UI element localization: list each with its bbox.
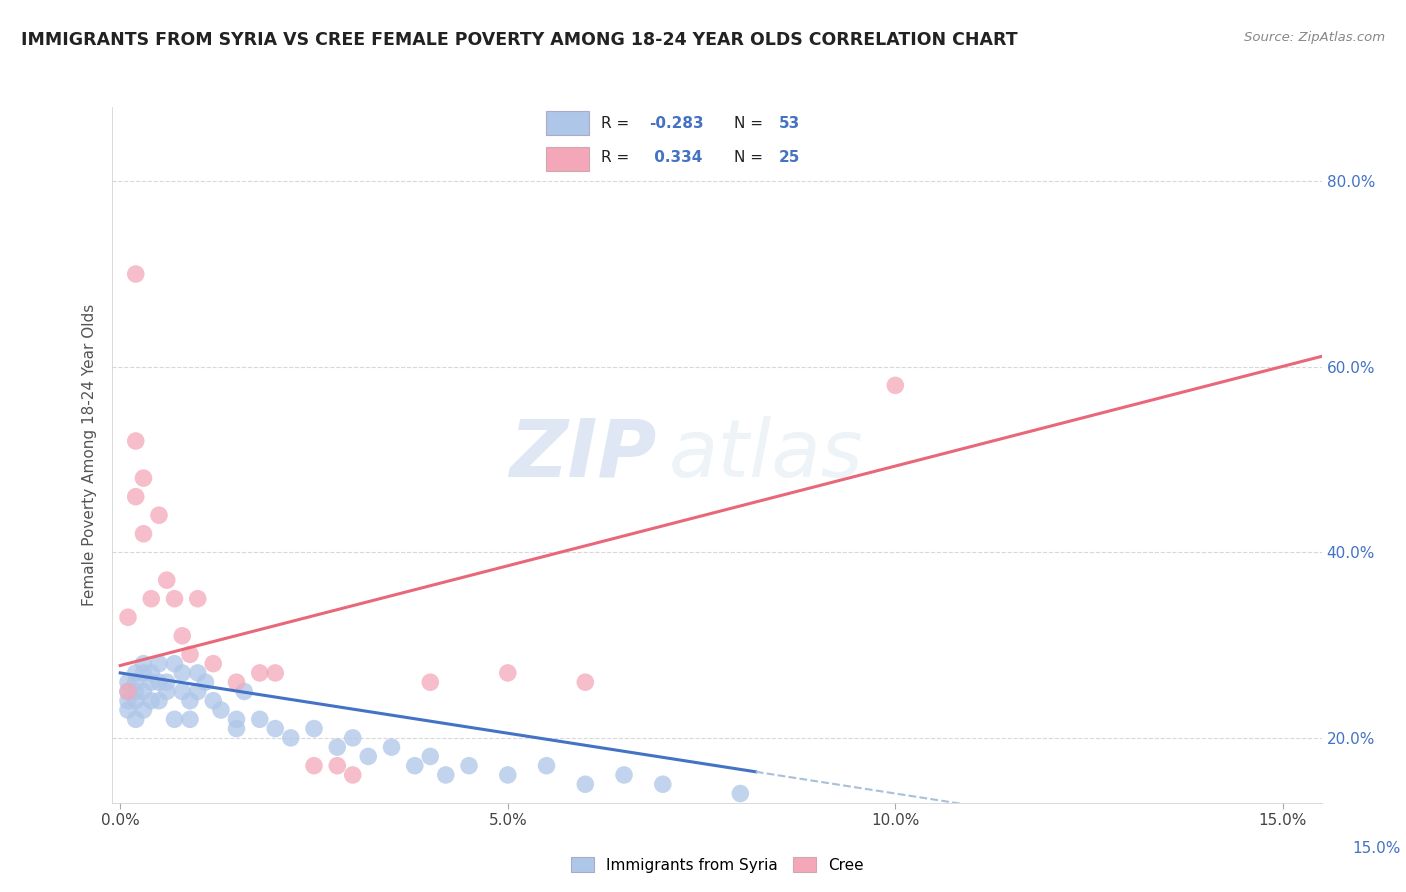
Point — [132, 657, 155, 671]
Point — [225, 675, 247, 690]
Point — [148, 508, 170, 523]
Point — [117, 684, 139, 698]
Point — [404, 758, 426, 772]
Point — [419, 675, 441, 690]
Point — [132, 665, 155, 680]
Text: IMMIGRANTS FROM SYRIA VS CREE FEMALE POVERTY AMONG 18-24 YEAR OLDS CORRELATION C: IMMIGRANTS FROM SYRIA VS CREE FEMALE POV… — [21, 31, 1018, 49]
Point — [148, 657, 170, 671]
Point — [156, 684, 179, 698]
Point — [326, 758, 349, 772]
Point — [380, 740, 402, 755]
FancyBboxPatch shape — [547, 111, 589, 136]
Point — [574, 777, 596, 791]
Point — [536, 758, 558, 772]
Text: ZIP: ZIP — [509, 416, 657, 494]
Point — [141, 591, 163, 606]
Point — [302, 758, 325, 772]
Text: R =: R = — [600, 151, 634, 165]
Legend: Immigrants from Syria, Cree: Immigrants from Syria, Cree — [564, 850, 870, 879]
Point — [125, 490, 148, 504]
Point — [163, 591, 186, 606]
Point — [326, 740, 349, 755]
Text: N =: N = — [734, 116, 768, 130]
Point — [264, 722, 287, 736]
Point — [302, 722, 325, 736]
Point — [125, 675, 148, 690]
Point — [225, 722, 247, 736]
Point — [117, 610, 139, 624]
Point — [179, 648, 201, 662]
Point — [172, 684, 194, 698]
Point — [574, 675, 596, 690]
Y-axis label: Female Poverty Among 18-24 Year Olds: Female Poverty Among 18-24 Year Olds — [82, 304, 97, 606]
Point — [187, 591, 209, 606]
Point — [117, 675, 139, 690]
Point — [125, 712, 148, 726]
Point — [141, 665, 163, 680]
Point — [156, 573, 179, 587]
Point — [342, 731, 364, 745]
Point — [172, 665, 194, 680]
Point — [117, 694, 139, 708]
Text: 0.334: 0.334 — [650, 151, 703, 165]
Text: N =: N = — [734, 151, 768, 165]
Text: R =: R = — [600, 116, 634, 130]
Point — [419, 749, 441, 764]
Point — [264, 665, 287, 680]
Point — [496, 665, 519, 680]
Point — [179, 694, 201, 708]
Point — [132, 684, 155, 698]
Point — [132, 703, 155, 717]
Point — [342, 768, 364, 782]
Point — [125, 434, 148, 448]
Point — [225, 712, 247, 726]
Text: -0.283: -0.283 — [650, 116, 704, 130]
Point — [125, 267, 148, 281]
Point — [148, 694, 170, 708]
Point — [132, 471, 155, 485]
Text: atlas: atlas — [669, 416, 863, 494]
Point — [434, 768, 457, 782]
FancyBboxPatch shape — [547, 146, 589, 171]
Point — [730, 787, 752, 801]
Point — [458, 758, 481, 772]
Point — [117, 703, 139, 717]
Point — [187, 665, 209, 680]
Point — [651, 777, 673, 791]
Point — [141, 675, 163, 690]
Point — [163, 657, 186, 671]
Text: 53: 53 — [779, 116, 800, 130]
Point — [125, 665, 148, 680]
Point — [884, 378, 907, 392]
Point — [613, 768, 636, 782]
Point — [163, 712, 186, 726]
Point — [125, 684, 148, 698]
Point — [496, 768, 519, 782]
Point — [125, 694, 148, 708]
Point — [209, 703, 232, 717]
Point — [172, 629, 194, 643]
Point — [132, 526, 155, 541]
Point — [357, 749, 380, 764]
Point — [141, 694, 163, 708]
Text: 25: 25 — [779, 151, 800, 165]
Point — [179, 712, 201, 726]
Point — [117, 684, 139, 698]
Point — [187, 684, 209, 698]
Point — [148, 675, 170, 690]
Point — [249, 712, 271, 726]
Text: 15.0%: 15.0% — [1351, 841, 1400, 856]
Point — [194, 675, 217, 690]
Point — [280, 731, 302, 745]
Point — [233, 684, 256, 698]
Text: Source: ZipAtlas.com: Source: ZipAtlas.com — [1244, 31, 1385, 45]
Point — [202, 657, 225, 671]
Point — [249, 665, 271, 680]
Point — [202, 694, 225, 708]
Point — [156, 675, 179, 690]
